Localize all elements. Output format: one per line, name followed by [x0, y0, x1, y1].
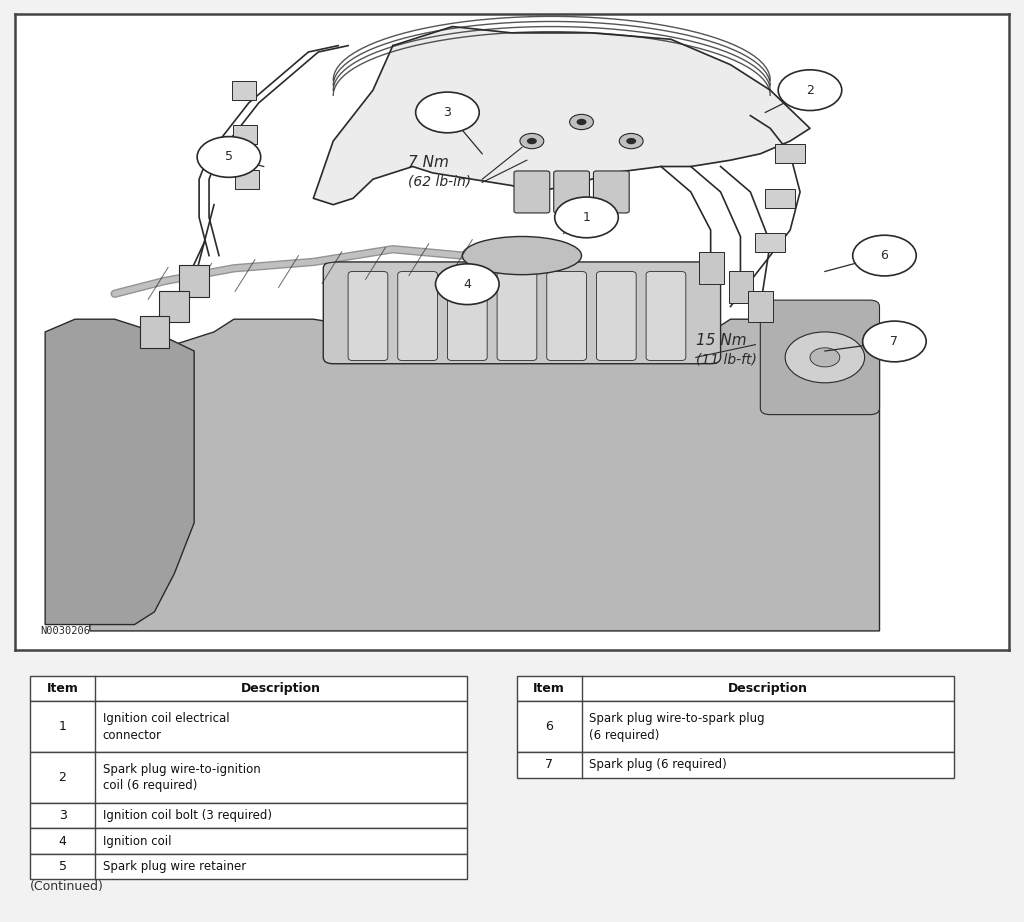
Circle shape — [198, 136, 261, 177]
Text: 3: 3 — [58, 810, 67, 822]
FancyBboxPatch shape — [517, 752, 954, 777]
FancyBboxPatch shape — [497, 271, 537, 361]
Bar — [756, 233, 785, 253]
Circle shape — [527, 138, 537, 144]
FancyBboxPatch shape — [517, 676, 954, 702]
Text: 7: 7 — [545, 759, 553, 772]
Circle shape — [627, 138, 636, 144]
Circle shape — [620, 134, 643, 148]
Text: Spark plug wire-to-ignition
coil (6 required): Spark plug wire-to-ignition coil (6 requ… — [102, 762, 260, 792]
FancyBboxPatch shape — [31, 803, 467, 829]
Text: (Continued): (Continued) — [31, 880, 104, 892]
Circle shape — [785, 332, 864, 383]
Ellipse shape — [462, 237, 582, 275]
Circle shape — [416, 92, 479, 133]
Text: 5: 5 — [225, 150, 232, 163]
Text: Spark plug wire retainer: Spark plug wire retainer — [102, 860, 246, 873]
Bar — [160, 290, 189, 323]
Bar — [728, 271, 754, 303]
Circle shape — [862, 321, 926, 361]
Text: 7: 7 — [891, 335, 898, 348]
Text: Description: Description — [728, 682, 808, 695]
Text: 7 Nm: 7 Nm — [408, 155, 449, 170]
Text: Item: Item — [47, 682, 79, 695]
Circle shape — [577, 119, 587, 125]
Text: 6: 6 — [881, 249, 889, 262]
Text: 4: 4 — [464, 278, 471, 290]
Text: 1: 1 — [58, 720, 67, 733]
FancyBboxPatch shape — [517, 702, 954, 752]
Bar — [749, 290, 773, 323]
Text: Ignition coil bolt (3 required): Ignition coil bolt (3 required) — [102, 810, 271, 822]
Text: 1: 1 — [583, 211, 591, 224]
Circle shape — [555, 197, 618, 238]
Text: Spark plug (6 required): Spark plug (6 required) — [590, 759, 727, 772]
FancyBboxPatch shape — [324, 262, 721, 364]
Text: 5: 5 — [58, 860, 67, 873]
Circle shape — [853, 235, 916, 276]
Circle shape — [569, 114, 594, 130]
FancyBboxPatch shape — [348, 271, 388, 361]
Text: Spark plug wire-to-spark plug
(6 required): Spark plug wire-to-spark plug (6 require… — [590, 712, 765, 741]
Circle shape — [435, 264, 499, 304]
Text: Description: Description — [241, 682, 322, 695]
FancyBboxPatch shape — [514, 171, 550, 213]
Text: 2: 2 — [806, 84, 814, 97]
Text: 2: 2 — [58, 771, 67, 784]
Bar — [231, 80, 256, 100]
Bar — [765, 189, 795, 207]
FancyBboxPatch shape — [31, 854, 467, 880]
Text: (62 lb-in): (62 lb-in) — [408, 175, 471, 189]
FancyBboxPatch shape — [397, 271, 437, 361]
Text: Ignition coil electrical
connector: Ignition coil electrical connector — [102, 712, 229, 741]
FancyBboxPatch shape — [31, 676, 467, 702]
Text: 4: 4 — [58, 834, 67, 847]
FancyBboxPatch shape — [31, 752, 467, 803]
Text: 6: 6 — [546, 720, 553, 733]
Bar — [233, 125, 257, 144]
FancyBboxPatch shape — [646, 271, 686, 361]
Circle shape — [520, 134, 544, 148]
FancyBboxPatch shape — [596, 271, 636, 361]
FancyBboxPatch shape — [760, 301, 880, 415]
Text: (11 lb-ft): (11 lb-ft) — [695, 353, 757, 367]
Circle shape — [778, 70, 842, 111]
FancyBboxPatch shape — [594, 171, 629, 213]
Bar — [179, 266, 209, 297]
FancyBboxPatch shape — [31, 702, 467, 752]
Text: Item: Item — [534, 682, 565, 695]
FancyBboxPatch shape — [547, 271, 587, 361]
Bar — [234, 170, 258, 189]
Polygon shape — [313, 27, 810, 205]
Text: N0030206: N0030206 — [40, 626, 90, 636]
FancyBboxPatch shape — [554, 171, 590, 213]
Text: 15 Nm: 15 Nm — [695, 333, 746, 348]
Text: 3: 3 — [443, 106, 452, 119]
Bar — [698, 253, 724, 284]
Bar — [139, 316, 169, 348]
Polygon shape — [45, 319, 195, 624]
Polygon shape — [90, 319, 880, 631]
Bar — [775, 144, 805, 163]
Text: Ignition coil: Ignition coil — [102, 834, 171, 847]
Circle shape — [810, 348, 840, 367]
FancyBboxPatch shape — [31, 829, 467, 854]
FancyBboxPatch shape — [447, 271, 487, 361]
